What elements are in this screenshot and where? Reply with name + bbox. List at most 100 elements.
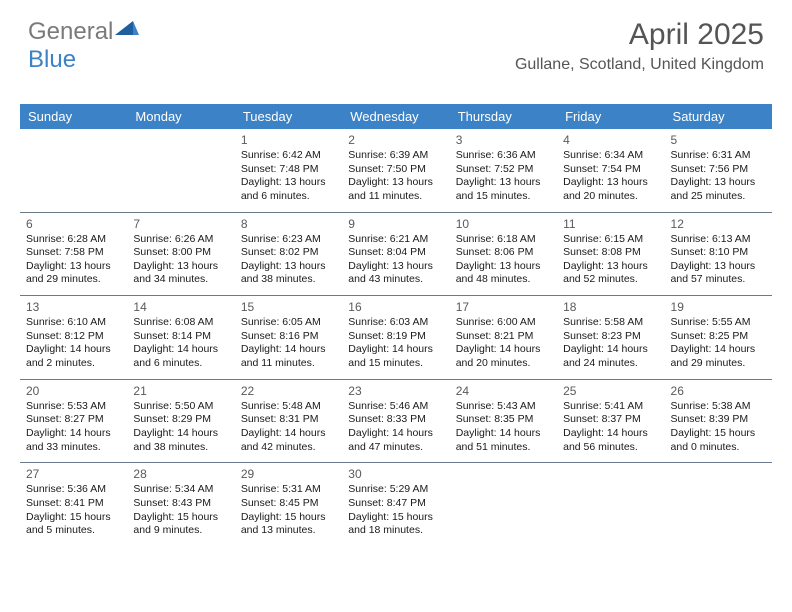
sunset-line: Sunset: 8:16 PM (241, 330, 336, 344)
daylight-line: Daylight: 14 hours and 29 minutes. (671, 343, 766, 370)
day-number: 25 (563, 384, 658, 398)
day-number: 9 (348, 217, 443, 231)
calendar-day: 28Sunrise: 5:34 AMSunset: 8:43 PMDayligh… (127, 463, 234, 546)
sunset-line: Sunset: 8:00 PM (133, 246, 228, 260)
sunrise-line: Sunrise: 6:26 AM (133, 233, 228, 247)
header: General April 2025 Gullane, Scotland, Un… (0, 0, 792, 82)
sunrise-line: Sunrise: 6:28 AM (26, 233, 121, 247)
calendar-day: 27Sunrise: 5:36 AMSunset: 8:41 PMDayligh… (20, 463, 127, 546)
sunset-line: Sunset: 8:31 PM (241, 413, 336, 427)
day-number: 15 (241, 300, 336, 314)
day-number: 22 (241, 384, 336, 398)
sunrise-line: Sunrise: 5:38 AM (671, 400, 766, 414)
daylight-line: Daylight: 15 hours and 9 minutes. (133, 511, 228, 538)
calendar-day: 16Sunrise: 6:03 AMSunset: 8:19 PMDayligh… (342, 296, 449, 379)
calendar-day: 7 Sunrise: 6:26 AMSunset: 8:00 PMDaylight… (127, 213, 234, 296)
day-number: 26 (671, 384, 766, 398)
calendar-week: 20Sunrise: 5:53 AMSunset: 8:27 PMDayligh… (20, 380, 772, 463)
day-header: Thursday (450, 104, 557, 129)
sunset-line: Sunset: 7:54 PM (563, 163, 658, 177)
day-header: Friday (557, 104, 664, 129)
daylight-line: Daylight: 13 hours and 11 minutes. (348, 176, 443, 203)
day-number: 17 (456, 300, 551, 314)
daylight-line: Daylight: 13 hours and 43 minutes. (348, 260, 443, 287)
logo-subline: Blue (28, 46, 76, 74)
daylight-line: Daylight: 15 hours and 0 minutes. (671, 427, 766, 454)
calendar-day: 21Sunrise: 5:50 AMSunset: 8:29 PMDayligh… (127, 380, 234, 463)
calendar-table: SundayMondayTuesdayWednesdayThursdayFrid… (20, 104, 772, 546)
sunrise-line: Sunrise: 6:42 AM (241, 149, 336, 163)
daylight-line: Daylight: 15 hours and 13 minutes. (241, 511, 336, 538)
calendar-day: 25Sunrise: 5:41 AMSunset: 8:37 PMDayligh… (557, 380, 664, 463)
day-number: 30 (348, 467, 443, 481)
daylight-line: Daylight: 13 hours and 57 minutes. (671, 260, 766, 287)
sunrise-line: Sunrise: 5:34 AM (133, 483, 228, 497)
sunrise-line: Sunrise: 6:10 AM (26, 316, 121, 330)
calendar-day (557, 463, 664, 546)
calendar-day: 4Sunrise: 6:34 AMSunset: 7:54 PMDaylight… (557, 129, 664, 212)
calendar: SundayMondayTuesdayWednesdayThursdayFrid… (0, 104, 792, 546)
calendar-day: 22Sunrise: 5:48 AMSunset: 8:31 PMDayligh… (235, 380, 342, 463)
calendar-day: 12Sunrise: 6:13 AMSunset: 8:10 PMDayligh… (665, 213, 772, 296)
day-header: Wednesday (342, 104, 449, 129)
daylight-line: Daylight: 13 hours and 52 minutes. (563, 260, 658, 287)
daylight-line: Daylight: 14 hours and 11 minutes. (241, 343, 336, 370)
calendar-day (127, 129, 234, 212)
calendar-day: 29Sunrise: 5:31 AMSunset: 8:45 PMDayligh… (235, 463, 342, 546)
sunset-line: Sunset: 8:08 PM (563, 246, 658, 260)
day-number: 4 (563, 133, 658, 147)
sunrise-line: Sunrise: 5:53 AM (26, 400, 121, 414)
sunset-line: Sunset: 8:43 PM (133, 497, 228, 511)
daylight-line: Daylight: 14 hours and 33 minutes. (26, 427, 121, 454)
sunrise-line: Sunrise: 6:39 AM (348, 149, 443, 163)
day-number: 2 (348, 133, 443, 147)
sunset-line: Sunset: 8:29 PM (133, 413, 228, 427)
daylight-line: Daylight: 13 hours and 34 minutes. (133, 260, 228, 287)
day-number: 16 (348, 300, 443, 314)
sunrise-line: Sunrise: 6:36 AM (456, 149, 551, 163)
calendar-day: 10Sunrise: 6:18 AMSunset: 8:06 PMDayligh… (450, 213, 557, 296)
calendar-day (450, 463, 557, 546)
daylight-line: Daylight: 14 hours and 24 minutes. (563, 343, 658, 370)
day-number: 12 (671, 217, 766, 231)
daylight-line: Daylight: 14 hours and 38 minutes. (133, 427, 228, 454)
sunset-line: Sunset: 8:33 PM (348, 413, 443, 427)
sunrise-line: Sunrise: 5:55 AM (671, 316, 766, 330)
sunrise-line: Sunrise: 6:13 AM (671, 233, 766, 247)
sunrise-line: Sunrise: 6:08 AM (133, 316, 228, 330)
sunset-line: Sunset: 8:21 PM (456, 330, 551, 344)
calendar-day: 20Sunrise: 5:53 AMSunset: 8:27 PMDayligh… (20, 380, 127, 463)
sunset-line: Sunset: 8:23 PM (563, 330, 658, 344)
sunrise-line: Sunrise: 5:43 AM (456, 400, 551, 414)
day-number: 7 (133, 217, 228, 231)
day-header-row: SundayMondayTuesdayWednesdayThursdayFrid… (20, 104, 772, 129)
daylight-line: Daylight: 13 hours and 29 minutes. (26, 260, 121, 287)
sunrise-line: Sunrise: 6:18 AM (456, 233, 551, 247)
day-number: 29 (241, 467, 336, 481)
day-number: 27 (26, 467, 121, 481)
sunrise-line: Sunrise: 6:21 AM (348, 233, 443, 247)
sunrise-line: Sunrise: 5:48 AM (241, 400, 336, 414)
sunset-line: Sunset: 8:02 PM (241, 246, 336, 260)
daylight-line: Daylight: 13 hours and 15 minutes. (456, 176, 551, 203)
daylight-line: Daylight: 14 hours and 47 minutes. (348, 427, 443, 454)
day-header: Monday (127, 104, 234, 129)
sunrise-line: Sunrise: 6:00 AM (456, 316, 551, 330)
day-header: Saturday (665, 104, 772, 129)
day-number: 8 (241, 217, 336, 231)
daylight-line: Daylight: 14 hours and 20 minutes. (456, 343, 551, 370)
calendar-day: 3Sunrise: 6:36 AMSunset: 7:52 PMDaylight… (450, 129, 557, 212)
calendar-day: 23Sunrise: 5:46 AMSunset: 8:33 PMDayligh… (342, 380, 449, 463)
sunrise-line: Sunrise: 6:31 AM (671, 149, 766, 163)
calendar-day: 24Sunrise: 5:43 AMSunset: 8:35 PMDayligh… (450, 380, 557, 463)
calendar-day: 15Sunrise: 6:05 AMSunset: 8:16 PMDayligh… (235, 296, 342, 379)
logo-word1: General (28, 18, 113, 46)
sunset-line: Sunset: 8:35 PM (456, 413, 551, 427)
daylight-line: Daylight: 13 hours and 25 minutes. (671, 176, 766, 203)
day-number: 19 (671, 300, 766, 314)
logo-triangle-icon (115, 21, 139, 44)
daylight-line: Daylight: 13 hours and 48 minutes. (456, 260, 551, 287)
calendar-day: 2Sunrise: 6:39 AMSunset: 7:50 PMDaylight… (342, 129, 449, 212)
location: Gullane, Scotland, United Kingdom (515, 56, 764, 74)
day-header: Tuesday (235, 104, 342, 129)
